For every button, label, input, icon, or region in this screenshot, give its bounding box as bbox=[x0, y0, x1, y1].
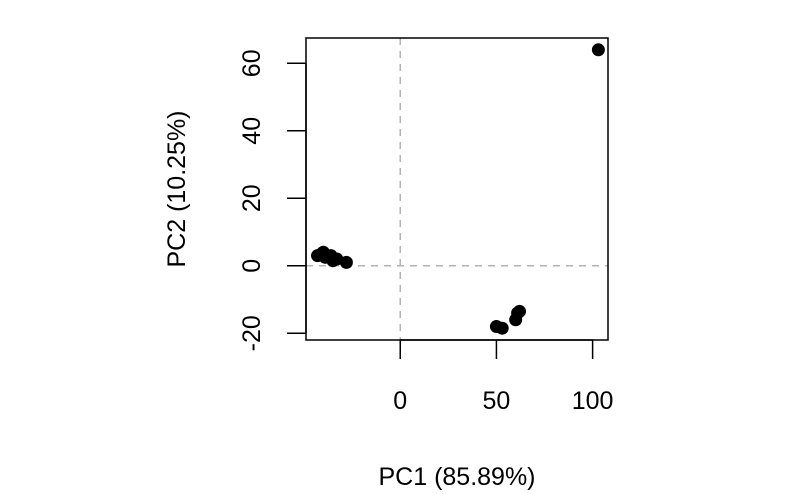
y-tick-label: 60 bbox=[238, 49, 266, 77]
x-axis: 0 50 100 bbox=[393, 339, 614, 415]
data-point bbox=[339, 255, 353, 269]
data-points bbox=[311, 43, 605, 335]
x-tick-label: 100 bbox=[572, 387, 614, 415]
data-point bbox=[495, 321, 509, 335]
data-point bbox=[513, 304, 527, 318]
x-tick-label: 50 bbox=[483, 387, 511, 415]
y-tick-label: -20 bbox=[238, 315, 266, 351]
y-tick-label: 20 bbox=[238, 184, 266, 212]
x-tick-label: 0 bbox=[393, 387, 407, 415]
reference-lines bbox=[306, 38, 608, 340]
y-axis: -20 0 20 40 60 bbox=[238, 49, 307, 351]
y-axis-label: PC2 (10.25%) bbox=[163, 110, 191, 267]
y-tick-label: 40 bbox=[238, 117, 266, 145]
x-axis-label: PC1 (85.89%) bbox=[378, 463, 535, 491]
y-tick-label: 0 bbox=[238, 259, 266, 273]
data-point bbox=[591, 43, 605, 57]
